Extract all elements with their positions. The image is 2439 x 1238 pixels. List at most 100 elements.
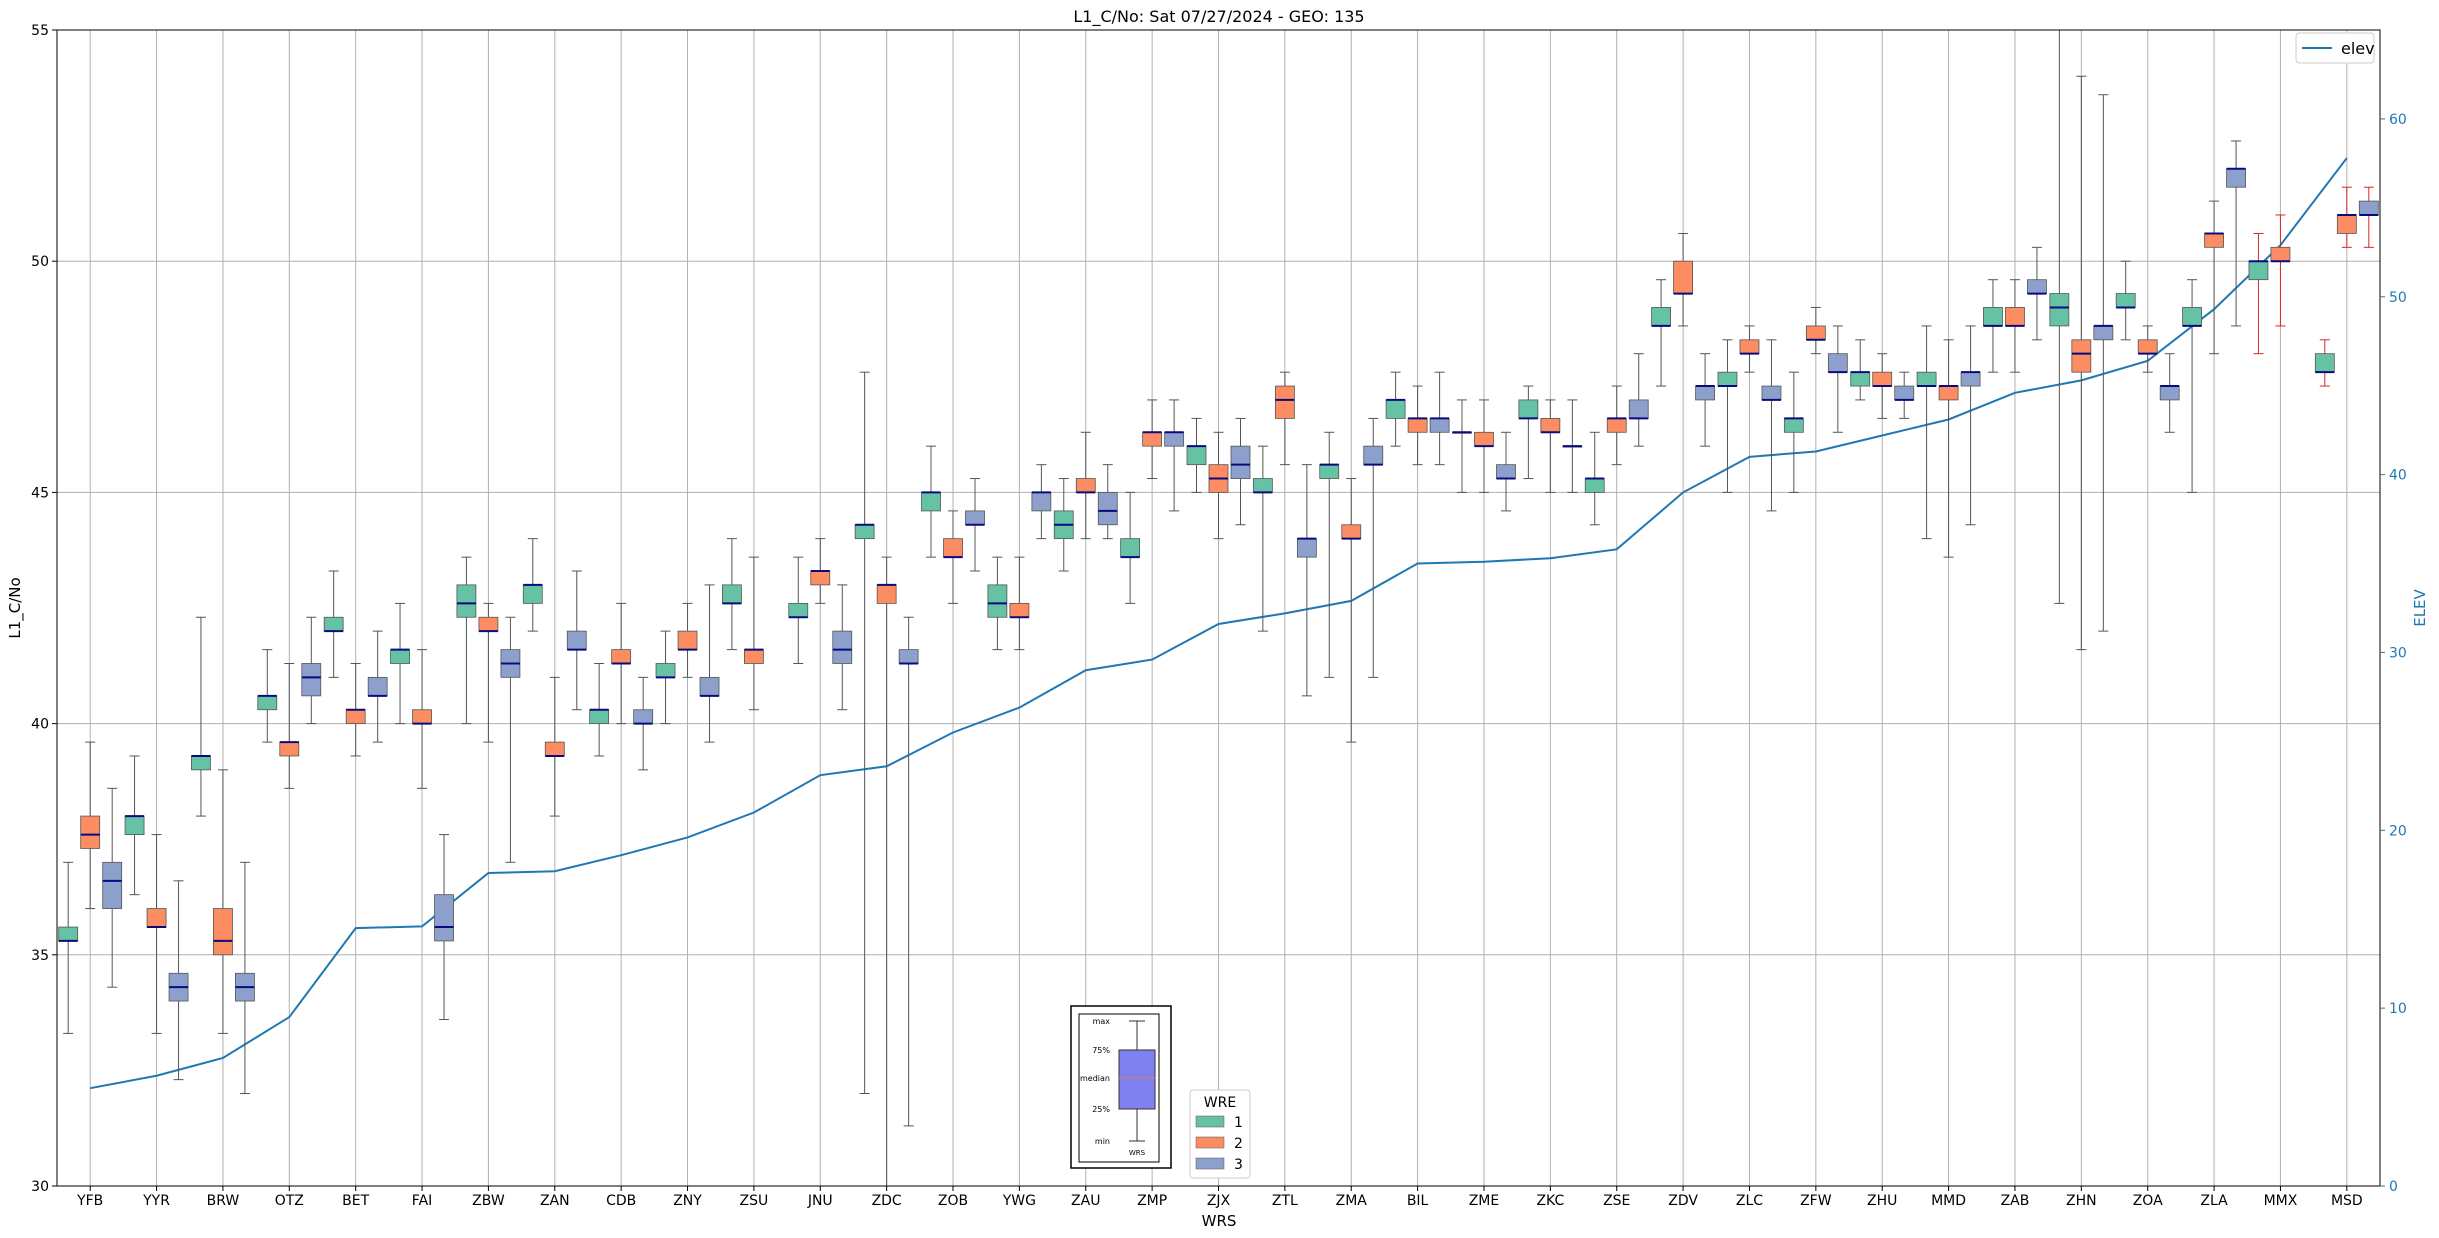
box-otz-wre3 xyxy=(301,616,322,725)
box-body xyxy=(1031,491,1052,512)
box-cdb-wre2 xyxy=(611,602,632,725)
x-tick-label: ZMA xyxy=(1336,1193,1368,1209)
box-body xyxy=(1783,418,1804,433)
y2-tick-label: 60 xyxy=(2389,112,2407,128)
box-body xyxy=(213,908,233,956)
box-body xyxy=(1628,399,1649,419)
box-zlc-wre3 xyxy=(1761,339,1782,512)
box-zbw-wre1 xyxy=(456,556,477,725)
box-body xyxy=(1761,385,1782,401)
box-legend-label-1: 1 xyxy=(1234,1115,1243,1131)
box-body xyxy=(1518,399,1539,419)
box-bet-wre3 xyxy=(367,630,388,743)
box-zmp-wre1 xyxy=(1120,491,1141,604)
x-tick-label: JNU xyxy=(807,1193,833,1209)
box-body xyxy=(390,649,410,664)
box-legend-swatch-2 xyxy=(1195,1136,1225,1149)
box-zoa-wre1 xyxy=(2115,260,2136,341)
box-body xyxy=(301,663,322,697)
box-body xyxy=(1739,339,1760,355)
key-label-max: max xyxy=(1093,1017,1111,1026)
box-body xyxy=(722,584,742,604)
box-zjx-wre1 xyxy=(1186,417,1207,493)
box-zsu-wre1 xyxy=(722,538,742,651)
box-body xyxy=(1673,260,1693,294)
box-zmp-wre3 xyxy=(1164,399,1185,512)
box-yfb-wre3 xyxy=(102,787,123,988)
x-axis-label: WRS xyxy=(1202,1212,1237,1230)
box-bil-wre2 xyxy=(1407,385,1428,466)
box-brw-wre3 xyxy=(235,861,255,1095)
box-zfw-wre3 xyxy=(1827,325,1848,433)
box-body xyxy=(2071,339,2092,373)
box-jnu-wre1 xyxy=(788,556,809,664)
box-body xyxy=(1496,464,1516,479)
box-zob-wre2 xyxy=(943,510,963,604)
box-body xyxy=(522,584,543,604)
box-jnu-wre2 xyxy=(810,538,831,604)
x-tick-label: ZHU xyxy=(1867,1193,1897,1209)
box-zjx-wre3 xyxy=(1230,417,1251,526)
x-tick-label: BET xyxy=(342,1193,369,1209)
box-body xyxy=(699,676,720,697)
box-body xyxy=(2248,260,2269,281)
box-body xyxy=(1584,478,1605,493)
box-zbw-wre2 xyxy=(478,602,499,743)
box-body xyxy=(566,630,587,651)
box-body xyxy=(1075,478,1096,493)
box-zan-wre2 xyxy=(544,676,565,817)
y2-tick-layer: 0 10 20 30 40 50 60 xyxy=(2380,112,2407,1195)
box-body xyxy=(589,709,610,725)
box-body xyxy=(191,755,211,771)
box-zau-wre3 xyxy=(1097,464,1118,540)
box-body xyxy=(544,741,565,757)
box-legend: WRE 1 2 3 xyxy=(1189,1089,1251,1179)
x-tick-label: MMX xyxy=(2264,1193,2298,1209)
box-body xyxy=(898,649,919,664)
box-legend-label-2: 2 xyxy=(1234,1136,1243,1152)
line-legend-label: elev xyxy=(2341,39,2375,58)
x-tick-label: ZAU xyxy=(1071,1193,1100,1209)
y-axis-label: L1_C/No xyxy=(6,577,25,638)
box-yfb-wre2 xyxy=(80,741,101,910)
box-body xyxy=(257,695,278,711)
box-ztl-wre3 xyxy=(1296,464,1317,697)
box-zma-wre2 xyxy=(1341,478,1362,743)
y2-tick-label: 10 xyxy=(2389,1001,2407,1017)
box-zla-wre2 xyxy=(2204,200,2224,355)
box-fai-wre2 xyxy=(412,649,432,789)
x-tick-label: YYR xyxy=(142,1193,170,1209)
box-zlc-wre2 xyxy=(1739,325,1760,373)
box-msd-wre2 xyxy=(2336,186,2357,248)
x-tick-label: ZMP xyxy=(1137,1193,1167,1209)
box-zmp-wre2 xyxy=(1142,399,1163,480)
y2-tick-label: 40 xyxy=(2389,468,2407,484)
x-tick-label: ZAB xyxy=(2001,1193,2030,1209)
box-body xyxy=(367,676,388,697)
x-tick-label: ZKC xyxy=(1536,1193,1564,1209)
box-body xyxy=(832,630,853,664)
box-body xyxy=(2093,325,2114,341)
box-body xyxy=(876,584,897,604)
box-body xyxy=(744,649,764,664)
box-body xyxy=(58,926,79,942)
box-body xyxy=(1407,418,1428,433)
box-body xyxy=(1827,353,1848,373)
box-zdv-wre1 xyxy=(1651,279,1671,387)
box-zhn-wre3 xyxy=(2093,94,2114,632)
box-ywg-wre1 xyxy=(987,556,1008,651)
box-body xyxy=(1872,371,1893,387)
y-tick-label: 35 xyxy=(31,948,49,964)
y-tick-label: 50 xyxy=(31,254,49,270)
box-body xyxy=(2005,307,2025,327)
x-tick-label: ZBW xyxy=(472,1193,505,1209)
box-zau-wre1 xyxy=(1053,478,1074,572)
x-tick-label: ZAN xyxy=(540,1193,570,1209)
box-body xyxy=(1960,371,1981,387)
box-body xyxy=(1606,418,1627,433)
box-body xyxy=(2115,293,2136,308)
key-inset-box xyxy=(1118,1049,1156,1110)
x-tick-label: ZDV xyxy=(1668,1193,1698,1209)
box-zsu-wre2 xyxy=(744,556,764,711)
